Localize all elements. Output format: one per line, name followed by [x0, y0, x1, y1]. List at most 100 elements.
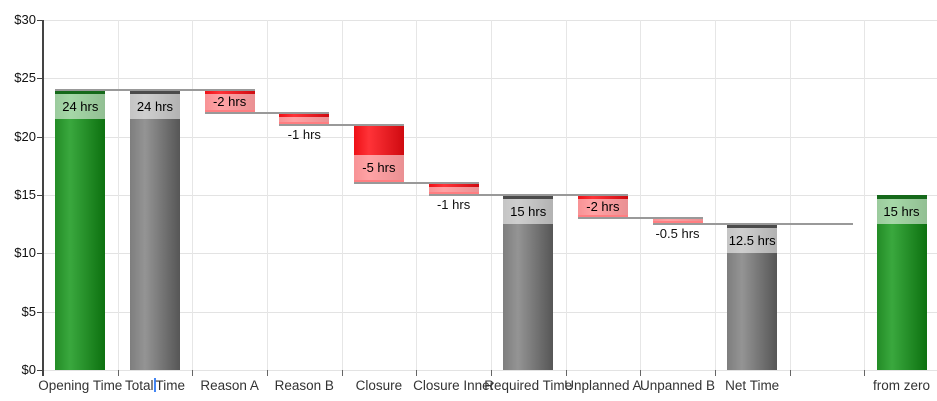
category-label-net-time: Net Time	[725, 378, 780, 393]
bar-bottom-cap	[577, 215, 628, 219]
x-axis-tick	[117, 370, 119, 376]
bar-value-band: 24 hrs	[130, 94, 180, 119]
x-axis-tick	[416, 370, 418, 376]
category-label-opening-time: Opening Time	[38, 378, 123, 393]
category-label-total-time: Total Time	[125, 378, 185, 394]
bar-bottom-cap	[204, 110, 255, 114]
y-gridline	[43, 136, 937, 138]
connector-line	[577, 217, 703, 220]
bar-top-cap	[503, 195, 554, 199]
y-axis-tick	[37, 136, 43, 138]
bar-from-zero[interactable]: 15 hrs	[876, 195, 927, 370]
bar-top-cap	[876, 195, 927, 199]
bar-top-cap	[727, 224, 778, 229]
bar-unplanned-a[interactable]: -2 hrs	[577, 195, 628, 219]
bar-value-band: -2 hrs	[204, 94, 255, 111]
bar-reason-a[interactable]: -2 hrs	[204, 90, 255, 114]
y-gridline	[43, 20, 937, 21]
bar-value-band: 24 hrs	[55, 94, 106, 119]
x-axis-tick	[789, 370, 791, 376]
bar-value-label: 24 hrs	[62, 99, 99, 114]
category-label-part: Time	[155, 378, 186, 393]
x-gridline	[117, 20, 119, 370]
bar-value-band	[428, 187, 479, 192]
x-gridline	[341, 20, 343, 370]
y-axis-tick	[37, 311, 43, 313]
x-axis-tick	[192, 370, 194, 376]
y-axis-label: $5	[21, 303, 36, 319]
bar-value-label: -2 hrs	[212, 94, 247, 109]
x-gridline	[864, 20, 866, 370]
bar-top-cap	[130, 90, 180, 94]
x-gridline	[789, 20, 791, 370]
bar-bottom-cap	[652, 221, 703, 225]
bar-value-label: 24 hrs	[136, 99, 174, 114]
y-axis-tick	[37, 78, 43, 80]
x-axis-tick	[714, 370, 716, 376]
x-axis-tick	[267, 370, 268, 376]
bar-closure[interactable]: -5 hrs	[353, 125, 404, 184]
y-axis-tick	[37, 253, 43, 255]
y-axis-line	[42, 20, 44, 376]
bar-bottom-cap	[353, 180, 404, 184]
bar-value-label: 15 hrs	[510, 204, 547, 219]
category-label-from-zero: from zero	[872, 378, 931, 393]
bar-value-label: -2 hrs	[586, 199, 620, 214]
text-cursor-caret[interactable]	[153, 378, 156, 392]
bar-value-band: 15 hrs	[876, 199, 927, 224]
x-axis-tick	[864, 370, 866, 376]
y-axis-label: $20	[14, 128, 36, 144]
category-label-unplanned-a: Unplanned A	[564, 378, 642, 393]
category-label-reason-a: Reason A	[200, 378, 259, 393]
category-label-part: Total	[124, 378, 154, 393]
category-label-reason-b: Reason B	[274, 378, 334, 393]
y-gridline	[43, 253, 937, 255]
y-axis-tick	[37, 195, 43, 196]
bar-value-band: -5 hrs	[353, 155, 404, 181]
bar-value-label: -1 hrs	[436, 197, 471, 212]
connector-line	[204, 112, 330, 115]
bar-value-band	[652, 219, 703, 222]
bar-value-band: 12.5 hrs	[727, 228, 778, 254]
bar-value-label: -5 hrs	[362, 160, 396, 176]
bar-opening-time[interactable]: 24 hrs	[55, 90, 106, 370]
y-axis-label: $15	[14, 187, 36, 202]
y-axis-label: $10	[14, 245, 36, 261]
y-axis-tick	[37, 20, 43, 21]
x-axis-tick	[640, 370, 642, 376]
connector-line	[652, 223, 854, 226]
bar-value-band	[279, 117, 330, 122]
bar-value-label: 15 hrs	[883, 204, 920, 219]
bar-value-band: 15 hrs	[503, 199, 554, 224]
y-axis-tick	[37, 370, 43, 371]
x-gridline	[640, 20, 642, 370]
bar-reason-b[interactable]	[279, 113, 330, 125]
connector-line	[55, 89, 255, 91]
category-label-unpanned-b: Unpanned B	[639, 378, 716, 393]
bar-value-label: 12.5 hrs	[728, 233, 776, 249]
bar-net-time[interactable]: 12.5 hrs	[727, 224, 778, 370]
bar-value-band: -2 hrs	[577, 199, 628, 216]
y-gridline	[43, 311, 937, 313]
bar-closure-inner[interactable]	[428, 183, 479, 195]
bar-bottom-cap	[279, 121, 330, 125]
bar-unpanned-b[interactable]	[652, 218, 703, 225]
x-gridline	[192, 20, 194, 370]
y-gridline	[43, 78, 937, 80]
category-label-closure-inner: Closure Inner	[413, 378, 495, 393]
connector-line	[353, 182, 479, 185]
category-label-closure: Closure	[355, 378, 403, 393]
x-gridline	[416, 20, 418, 370]
bar-value-label: -1 hrs	[287, 127, 321, 142]
y-gridline	[43, 370, 937, 371]
y-axis-label: $30	[14, 12, 36, 27]
category-label-required-time: Required Time	[484, 378, 573, 393]
x-axis-tick	[341, 370, 343, 376]
x-axis-tick	[490, 370, 492, 376]
bar-required-time[interactable]: 15 hrs	[503, 195, 554, 370]
connector-line	[428, 194, 628, 196]
y-axis-label: $25	[14, 70, 36, 86]
bar-total-time[interactable]: 24 hrs	[130, 90, 180, 370]
bar-bottom-cap	[428, 191, 479, 195]
